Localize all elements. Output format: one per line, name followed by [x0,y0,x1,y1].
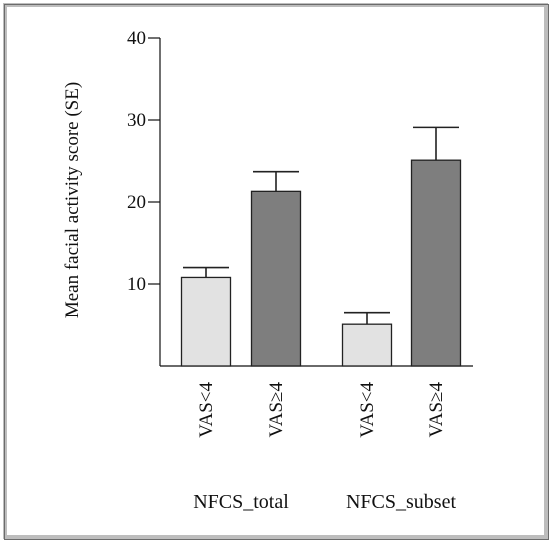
y-tick-label: 10 [127,274,146,295]
error-bars [183,126,459,325]
bar [250,190,302,367]
y-tick-label: 40 [127,28,146,49]
category-label: VAS<4 [357,382,378,438]
y-axis-label: Mean facial activity score (SE) [62,82,83,318]
y-ticks: 10 20 30 40 [127,28,160,295]
bar [180,276,232,367]
y-tick-label: 30 [127,110,146,131]
bars [180,159,462,367]
group-label: NFCS_subset [346,491,456,513]
group-labels: NFCS_total NFCS_subset [193,491,456,513]
category-label: VAS<4 [196,382,217,438]
category-label: VAS≥4 [266,382,287,438]
bar [341,323,393,367]
y-tick-label: 20 [127,192,146,213]
category-labels: VAS<4 VAS≥4 VAS<4 VAS≥4 [196,382,447,438]
group-label: NFCS_total [193,491,289,513]
category-label: VAS≥4 [426,382,447,438]
bar [410,159,462,367]
